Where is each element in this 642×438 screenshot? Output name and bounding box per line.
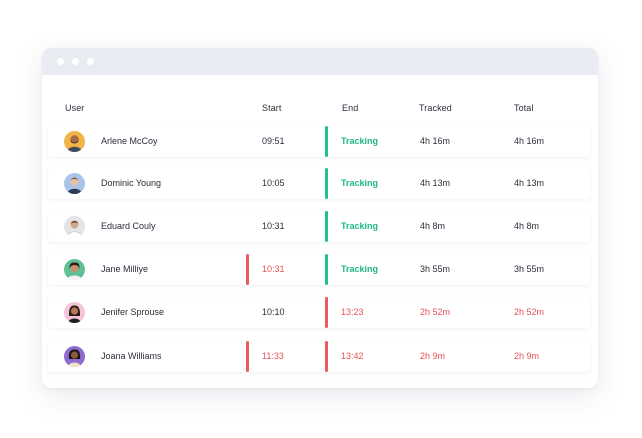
start-alert-bar bbox=[246, 341, 249, 372]
window-dot-icon bbox=[57, 58, 64, 65]
user-name[interactable]: Jane Milliye bbox=[101, 264, 149, 274]
end-status-bar bbox=[325, 126, 328, 157]
table-row[interactable]: Jane Milliye 10:31 Tracking 3h 55m 3h 55… bbox=[48, 254, 590, 285]
window-dot-icon bbox=[72, 58, 79, 65]
end-status: Tracking bbox=[341, 136, 379, 146]
avatar bbox=[64, 131, 85, 152]
tracked-time: 4h 8m bbox=[420, 221, 446, 231]
start-time: 11:33 bbox=[262, 351, 284, 361]
column-header-tracked[interactable]: Tracked bbox=[419, 103, 452, 113]
end-alert-bar bbox=[325, 297, 328, 328]
end-status-bar bbox=[325, 254, 328, 285]
total-time: 4h 16m bbox=[514, 136, 545, 146]
avatar bbox=[64, 216, 85, 237]
table-row[interactable]: Eduard Couly 10:31 Tracking 4h 8m 4h 8m bbox=[48, 211, 590, 242]
end-status-bar bbox=[325, 168, 328, 199]
window-titlebar bbox=[42, 48, 598, 75]
table-row[interactable]: Arlene McCoy 09:51 Tracking 4h 16m 4h 16… bbox=[48, 126, 590, 157]
column-header-total[interactable]: Total bbox=[514, 103, 534, 113]
start-alert-bar bbox=[246, 254, 249, 285]
column-header-start[interactable]: Start bbox=[262, 103, 282, 113]
end-status: Tracking bbox=[341, 221, 379, 231]
start-time: 09:51 bbox=[262, 136, 285, 146]
end-status: Tracking bbox=[341, 264, 379, 274]
end-status: Tracking bbox=[341, 178, 379, 188]
start-time: 10:31 bbox=[262, 264, 285, 274]
total-time: 2h 52m bbox=[514, 307, 545, 317]
avatar bbox=[64, 173, 85, 194]
tracked-time: 4h 13m bbox=[420, 178, 451, 188]
avatar bbox=[64, 259, 85, 280]
start-time: 10:10 bbox=[262, 307, 285, 317]
time-tracking-window: User Start End Tracked Total Arlene McCo… bbox=[42, 48, 598, 388]
user-name[interactable]: Jenifer Sprouse bbox=[101, 307, 165, 317]
total-time: 2h 9m bbox=[514, 351, 540, 361]
tracked-time: 3h 55m bbox=[420, 264, 451, 274]
end-time: 13:23 bbox=[341, 307, 364, 317]
tracked-time: 2h 9m bbox=[420, 351, 446, 361]
total-time: 3h 55m bbox=[514, 264, 545, 274]
start-time: 10:05 bbox=[262, 178, 285, 188]
avatar bbox=[64, 346, 85, 367]
user-name[interactable]: Dominic Young bbox=[101, 178, 162, 188]
table-row[interactable]: Jenifer Sprouse 10:10 13:23 2h 52m 2h 52… bbox=[48, 297, 590, 328]
avatar bbox=[64, 302, 85, 323]
window-dot-icon bbox=[87, 58, 94, 65]
table-header: User Start End Tracked Total bbox=[42, 75, 598, 127]
table-row[interactable]: Dominic Young 10:05 Tracking 4h 13m 4h 1… bbox=[48, 168, 590, 199]
total-time: 4h 13m bbox=[514, 178, 545, 188]
start-time: 10:31 bbox=[262, 221, 285, 231]
end-time: 13:42 bbox=[341, 351, 364, 361]
table-row[interactable]: Joana Williams 11:33 13:42 2h 9m 2h 9m bbox=[48, 341, 590, 372]
user-name[interactable]: Arlene McCoy bbox=[101, 136, 158, 146]
end-alert-bar bbox=[325, 341, 328, 372]
end-status-bar bbox=[325, 211, 328, 242]
column-header-user[interactable]: User bbox=[65, 103, 85, 113]
total-time: 4h 8m bbox=[514, 221, 540, 231]
user-name[interactable]: Eduard Couly bbox=[101, 221, 156, 231]
user-name[interactable]: Joana Williams bbox=[101, 351, 162, 361]
tracked-time: 4h 16m bbox=[420, 136, 451, 146]
tracked-time: 2h 52m bbox=[420, 307, 451, 317]
column-header-end[interactable]: End bbox=[342, 103, 359, 113]
